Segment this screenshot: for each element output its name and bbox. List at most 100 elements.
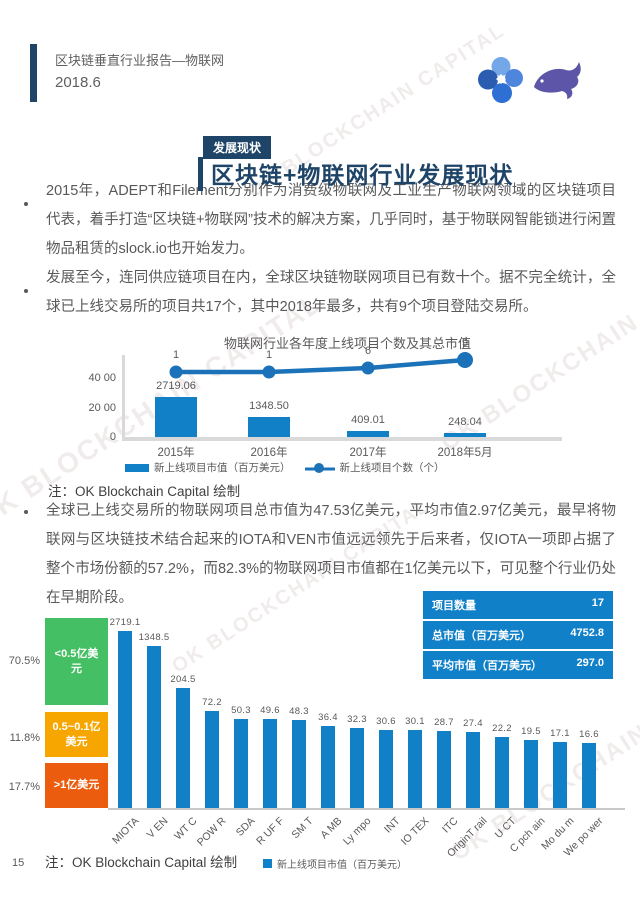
- table-row: 平均市值（百万美元） 297.0: [423, 651, 613, 679]
- bar-value-label: 30.6: [376, 716, 396, 727]
- page-title: 区块链+物联网行业发展现状: [211, 162, 514, 188]
- bar: [321, 726, 335, 808]
- bar: [205, 711, 219, 808]
- chart1-source-note: 注：OK Blockchain Capital 绘制: [48, 484, 241, 499]
- report-title: 区块链垂直行业报告—物联网: [55, 53, 225, 68]
- bar-value-label: 2719.1: [109, 617, 141, 628]
- row-label: 项目数量: [432, 600, 476, 612]
- bar: [292, 720, 306, 808]
- line-point: [262, 365, 276, 379]
- bar-value-label: 36.4: [318, 712, 338, 723]
- x-axis-label: 2017年: [349, 447, 387, 459]
- line-point: [169, 365, 183, 379]
- bar-value-label: 1348.5: [138, 632, 170, 643]
- legend-label: 新上线项目市值（百万美元）: [154, 462, 291, 474]
- bar: [379, 730, 393, 808]
- chart-legend: 新上线项目市值（百万美元） 新上线项目个数（个）: [125, 460, 445, 475]
- segment-percent: 70.5%: [8, 655, 40, 667]
- chart2-legend: 新上线项目市值（百万美元）: [263, 856, 407, 871]
- whale-logo-icon: [534, 62, 581, 99]
- paragraph-bullet-3: 全球已上线交易所的物联网项目总市值为47.53亿美元，平均市值2.97亿美元，最…: [46, 503, 616, 606]
- bar-value-label: 27.4: [463, 718, 483, 729]
- bar: [495, 737, 509, 808]
- line-series: [169, 352, 473, 379]
- legend-label: 新上线项目个数（个）: [339, 462, 445, 474]
- bar: [118, 631, 132, 808]
- row-label: 平均市值（百万美元）: [432, 660, 542, 672]
- bar-value-label: 50.3: [231, 705, 251, 716]
- chart-title: 物联网行业各年度上线项目个数及其总市值: [223, 336, 471, 351]
- line-path: [176, 357, 466, 375]
- report-date: 2018.6: [55, 74, 101, 91]
- y-axis-tick-label: 20 00: [88, 401, 116, 414]
- x-axis-label: 2015年: [157, 447, 195, 459]
- x-axis-label: 2018年5月: [437, 447, 493, 459]
- table-row: 总市值（百万美元） 4752.8: [423, 621, 613, 649]
- bar: [437, 731, 451, 808]
- header-accent-bar: [30, 44, 37, 102]
- line-point: [457, 352, 473, 368]
- segment-50m-100m: 0.5~0.1亿美元: [45, 712, 108, 757]
- bar: [234, 719, 248, 808]
- bar-value-label: 409.01: [351, 414, 385, 426]
- bar-legend-swatch-icon: [263, 859, 272, 868]
- bar-value-label: 28.7: [434, 717, 454, 728]
- bar-value-label: 48.3: [289, 706, 309, 717]
- section-badge: 发展现状: [203, 136, 272, 159]
- paragraph-bullet-2: 发展至今，连同供应链项目在内，全球区块链物联网项目已有数十个。据不完全统计，全球…: [46, 270, 616, 315]
- bar: [176, 688, 190, 808]
- bar-value-label: 32.3: [347, 714, 367, 725]
- chart-yearly-projects: 物联网行业各年度上线项目个数及其总市值 新上线项目市值（百万美元） 新上线项目个…: [60, 333, 635, 485]
- line-legend-swatch-icon: [304, 462, 335, 473]
- bullet-dot: [24, 202, 28, 206]
- bar: [350, 728, 364, 808]
- bar: [263, 719, 277, 808]
- bar: [466, 732, 480, 808]
- legend-label: 新上线项目市值（百万美元）: [277, 860, 407, 871]
- line-value-label: 6: [364, 345, 372, 357]
- legend-item-line: 新上线项目个数（个）: [304, 460, 445, 475]
- segment-percent: 11.8%: [9, 732, 40, 744]
- row-label: 总市值（百万美元）: [432, 630, 531, 642]
- segment-percent: 17.7%: [8, 781, 40, 793]
- page-number: 15: [12, 857, 25, 869]
- x-axis-line: [108, 808, 625, 810]
- row-value: 17: [591, 597, 604, 609]
- line-point: [361, 361, 375, 375]
- paragraph-bullet-1: 2015年，ADEPT和Filement分别作为消费级物联网及工业生产物联网领域…: [46, 183, 616, 257]
- bar-legend-swatch-icon: [125, 463, 149, 472]
- bar: [553, 742, 567, 808]
- segment-over-100m: >1亿美元: [45, 763, 108, 808]
- line-value-label: 1: [265, 349, 273, 361]
- stats-table: 项目数量 17 总市值（百万美元） 4752.8 平均市值（百万美元） 297.…: [423, 591, 613, 681]
- bar-value-label: 30.1: [405, 716, 425, 727]
- bar-value-label: 49.6: [260, 705, 280, 716]
- okcoin-logo-icon: [478, 57, 523, 103]
- chart2-source-note: 注：OK Blockchain Capital 绘制: [45, 855, 238, 870]
- bar-value-label: 19.5: [521, 726, 541, 737]
- bar-value-label: 204.5: [170, 674, 196, 685]
- line-value-label: 9: [461, 337, 469, 349]
- bar-value-label: 248.04: [448, 416, 482, 428]
- bar-value-label: 17.1: [550, 728, 570, 739]
- y-axis-tick-label: 0: [109, 431, 116, 443]
- title-accent-bar: [198, 157, 203, 191]
- bar: [524, 740, 538, 808]
- segment-label: 0.5~0.1亿美元: [52, 720, 101, 748]
- x-axis-label: 2016年: [250, 447, 288, 459]
- bar: [347, 431, 389, 437]
- bar: [444, 433, 486, 437]
- segment-label: <0.5亿美元: [54, 647, 99, 675]
- bullet-dot: [24, 289, 28, 293]
- bar-value-label: 1348.50: [249, 400, 289, 412]
- chart-project-marketcap: <0.5亿美元 0.5~0.1亿美元 >1亿美元 70.5% 11.8% 17.…: [0, 595, 640, 873]
- y-axis-tick-label: 40 00: [88, 372, 116, 384]
- bar: [582, 743, 596, 808]
- bar-value-label: 16.6: [579, 729, 599, 740]
- bar: [248, 417, 290, 437]
- y-axis-line: [122, 355, 125, 437]
- bullet-dot: [24, 510, 28, 514]
- bar: [408, 730, 422, 808]
- bar-value-label: 22.2: [492, 723, 512, 734]
